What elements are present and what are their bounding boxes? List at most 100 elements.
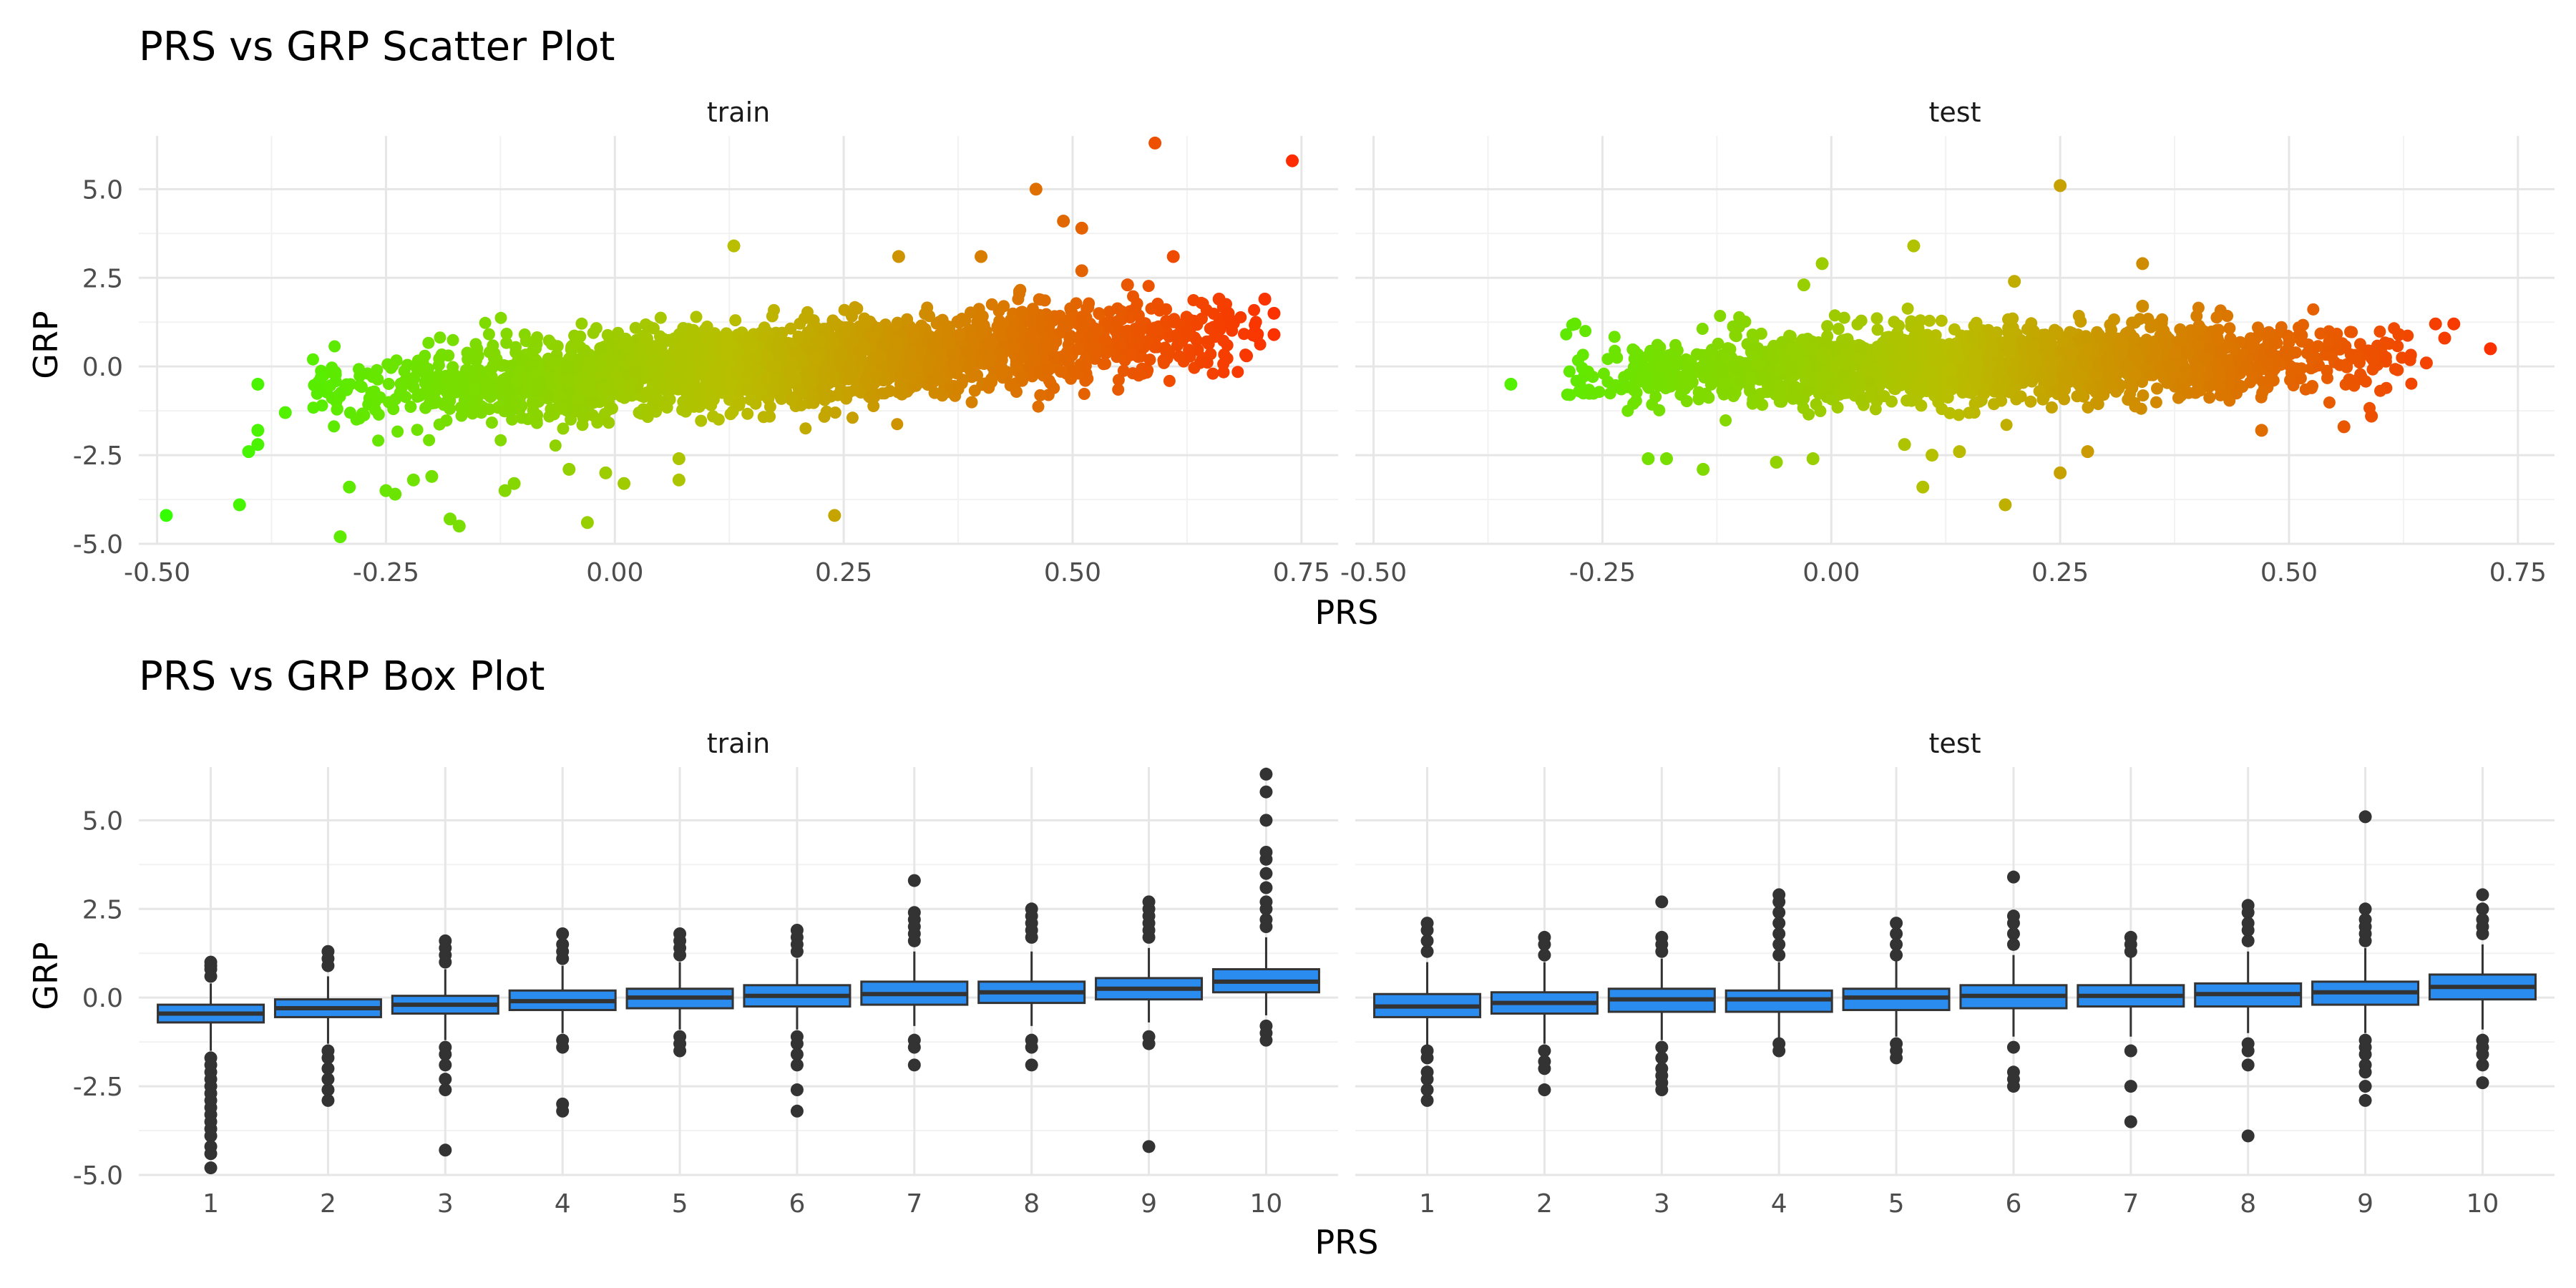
- scatter-point: [2391, 364, 2404, 376]
- scatter-point: [741, 407, 754, 420]
- scatter-point: [859, 375, 872, 388]
- scatter-point: [1504, 377, 1518, 391]
- scatter-point: [943, 338, 956, 351]
- scatter-point: [1772, 391, 1785, 404]
- scatter-point: [594, 342, 607, 355]
- box-outlier: [556, 952, 570, 965]
- y-tick-label: -5.0: [73, 530, 123, 560]
- scatter-point: [1807, 343, 1820, 356]
- scatter-point: [2214, 370, 2227, 383]
- scatter-point: [494, 434, 507, 447]
- box-outlier: [673, 948, 687, 962]
- scatter-point: [1985, 346, 1998, 358]
- x-tick-label: -0.25: [353, 558, 419, 587]
- scatter-point: [698, 364, 711, 377]
- scatter-point: [2261, 375, 2274, 388]
- scatter-point: [678, 354, 691, 367]
- scatter-point: [892, 250, 905, 263]
- box-test-2: [1490, 930, 1599, 1097]
- scatter-point: [733, 360, 746, 373]
- scatter-point: [964, 357, 977, 370]
- scatter-point: [909, 378, 922, 390]
- scatter-point: [2392, 328, 2406, 341]
- scatter-point: [577, 346, 590, 358]
- scatter-point: [535, 375, 547, 388]
- scatter-point: [2029, 353, 2041, 366]
- scatter-point: [1638, 361, 1651, 374]
- scatter-point: [1248, 303, 1261, 316]
- scatter-point: [1661, 354, 1674, 367]
- scatter-point: [985, 373, 997, 385]
- scatter-point: [687, 323, 700, 336]
- scatter-point: [452, 519, 466, 533]
- scatter-point: [1692, 386, 1705, 399]
- scatter-point: [2180, 345, 2193, 358]
- box-outlier: [1538, 1062, 1551, 1075]
- scatter-point: [2221, 310, 2234, 322]
- scatter-point: [1641, 350, 1654, 363]
- scatter-point: [1058, 318, 1070, 331]
- scatter-point: [2223, 322, 2236, 335]
- scatter-point: [1158, 356, 1171, 369]
- scatter-point: [1875, 353, 1888, 366]
- scatter-point: [1805, 374, 1818, 387]
- scatter-point: [1718, 377, 1731, 390]
- scatter-point: [997, 318, 1010, 331]
- scatter-point: [1576, 348, 1589, 361]
- scatter-point: [461, 346, 474, 359]
- scatter-point: [1201, 335, 1213, 348]
- scatter-point: [473, 364, 486, 376]
- scatter-point: [343, 406, 356, 419]
- scatter-point: [1832, 323, 1845, 336]
- scatter-point: [901, 313, 914, 326]
- scatter-point: [1745, 372, 1757, 384]
- y-tick-label: -5.0: [73, 1161, 123, 1191]
- scatter-point: [2150, 396, 2162, 409]
- scatter-point: [2008, 275, 2021, 288]
- scatter-point: [1774, 364, 1787, 376]
- scatter-point: [2202, 381, 2215, 393]
- scatter-point: [2348, 379, 2361, 392]
- scatter-chart-title: PRS vs GRP Scatter Plot: [139, 24, 615, 70]
- box-strip-test: test: [1929, 728, 1981, 759]
- scatter-point: [955, 313, 968, 325]
- scatter-point: [423, 434, 436, 447]
- scatter-point: [2002, 313, 2014, 326]
- scatter-point: [1054, 365, 1067, 378]
- y-tick-label: 0.0: [82, 353, 123, 382]
- scatter-tick-labels: -0.50 -0.25 0.00 0.25 0.50 0.75 -0.50 -0.25 0.00…: [73, 175, 2547, 587]
- scatter-point: [1889, 335, 1902, 348]
- box-outlier: [1259, 1033, 1273, 1047]
- scatter-point: [1746, 397, 1759, 410]
- scatter-point: [2294, 327, 2307, 340]
- scatter-point: [2237, 348, 2250, 361]
- scatter-point: [1802, 408, 1815, 421]
- scatter-point: [1112, 384, 1125, 396]
- scatter-point: [542, 389, 555, 402]
- scatter-point: [1015, 371, 1028, 384]
- scatter-point: [372, 408, 385, 421]
- scatter-point: [372, 434, 385, 447]
- scatter-point: [2058, 377, 2071, 390]
- scatter-point: [808, 352, 821, 365]
- scatter-point: [2211, 331, 2224, 343]
- scatter-point: [2144, 369, 2157, 381]
- scatter-point: [876, 338, 889, 351]
- scatter-point: [2054, 466, 2067, 479]
- scatter-point: [1029, 182, 1043, 196]
- scatter-point: [995, 366, 1008, 379]
- scatter-point: [1923, 314, 1936, 327]
- box-outlier: [204, 1147, 218, 1161]
- scatter-point: [2150, 349, 2163, 362]
- scatter-point: [719, 348, 732, 361]
- scatter-point: [411, 424, 424, 436]
- scatter-point: [484, 391, 497, 404]
- scatter-point: [557, 422, 570, 435]
- scatter-point: [1843, 375, 1856, 388]
- scatter-point: [1653, 404, 1666, 416]
- box-train-2: [273, 945, 382, 1107]
- box-train-8: [977, 902, 1086, 1072]
- scatter-point: [964, 343, 977, 356]
- scatter-point: [1999, 498, 2012, 512]
- scatter-point: [1121, 278, 1134, 292]
